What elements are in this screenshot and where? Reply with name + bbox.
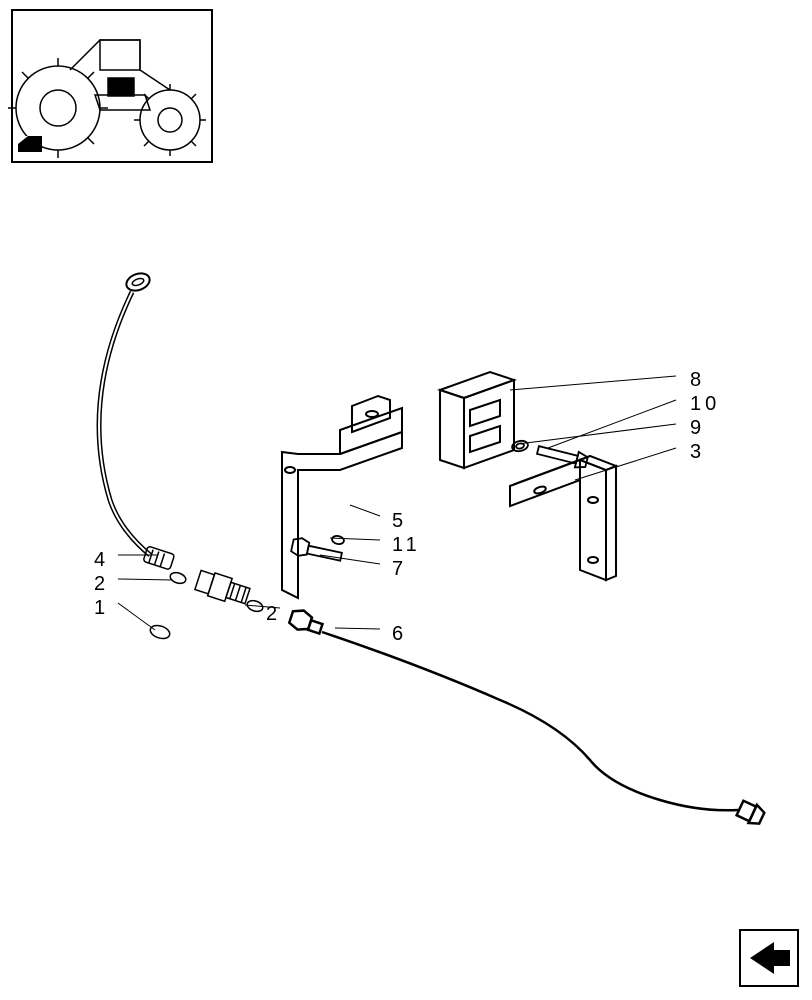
callout-1: 1 bbox=[94, 597, 109, 620]
part-flat-bracket bbox=[282, 396, 402, 598]
callout-11: 11 bbox=[392, 534, 421, 557]
diagram-canvas bbox=[0, 0, 812, 1000]
callout-3: 3 bbox=[690, 441, 705, 464]
part-hose bbox=[99, 270, 175, 569]
callout-2b: 2 bbox=[266, 603, 281, 626]
exploded-view bbox=[99, 270, 766, 827]
callout-8: 8 bbox=[690, 369, 705, 392]
callout-10: 10 bbox=[690, 393, 720, 416]
callout-4: 4 bbox=[94, 549, 109, 572]
callout-6: 6 bbox=[392, 623, 407, 646]
callout-9: 9 bbox=[690, 417, 705, 440]
part-spacer-block bbox=[440, 372, 514, 468]
callout-7: 7 bbox=[392, 558, 407, 581]
thumbnail-box bbox=[8, 10, 212, 162]
part-bent-tube bbox=[288, 607, 766, 827]
part-bolt-10 bbox=[511, 439, 588, 469]
return-icon[interactable] bbox=[740, 930, 798, 986]
callout-5: 5 bbox=[392, 510, 407, 533]
part-angle-bracket bbox=[510, 456, 616, 580]
callout-2a: 2 bbox=[94, 573, 109, 596]
